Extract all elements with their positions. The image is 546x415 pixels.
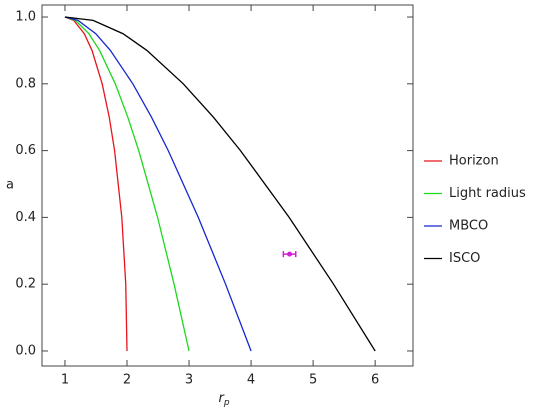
curve: [64, 16, 376, 352]
y-tick-label: 0.8: [15, 76, 36, 91]
x-tick-label: 4: [247, 373, 255, 388]
legend-label: ISCO: [449, 251, 480, 266]
legend-label: Horizon: [449, 154, 499, 169]
plot-frame: [41, 4, 414, 367]
x-axis-label: rp: [218, 391, 229, 408]
curve: [64, 16, 128, 351]
x-tick-label: 2: [123, 373, 131, 388]
y-tick-label: 0.6: [15, 143, 36, 158]
x-tick-label: 5: [309, 373, 317, 388]
legend-label: Light radius: [449, 186, 526, 201]
y-tick-label: 0.2: [15, 277, 36, 292]
x-axis-label-sub: p: [223, 398, 230, 408]
x-tick-label: 6: [371, 373, 379, 388]
curve: [64, 16, 190, 352]
y-tick-label: 0.4: [15, 210, 36, 225]
x-axis-label-main: r: [218, 391, 225, 406]
legend-label: MBCO: [449, 219, 488, 234]
y-tick-label: 0.0: [15, 343, 36, 358]
y-tick-label: 1.0: [15, 10, 36, 25]
y-axis-label: a: [6, 178, 14, 193]
curve: [64, 16, 252, 352]
x-tick-label: 1: [61, 373, 69, 388]
x-tick-label: 3: [185, 373, 193, 388]
data-point: [287, 251, 293, 257]
